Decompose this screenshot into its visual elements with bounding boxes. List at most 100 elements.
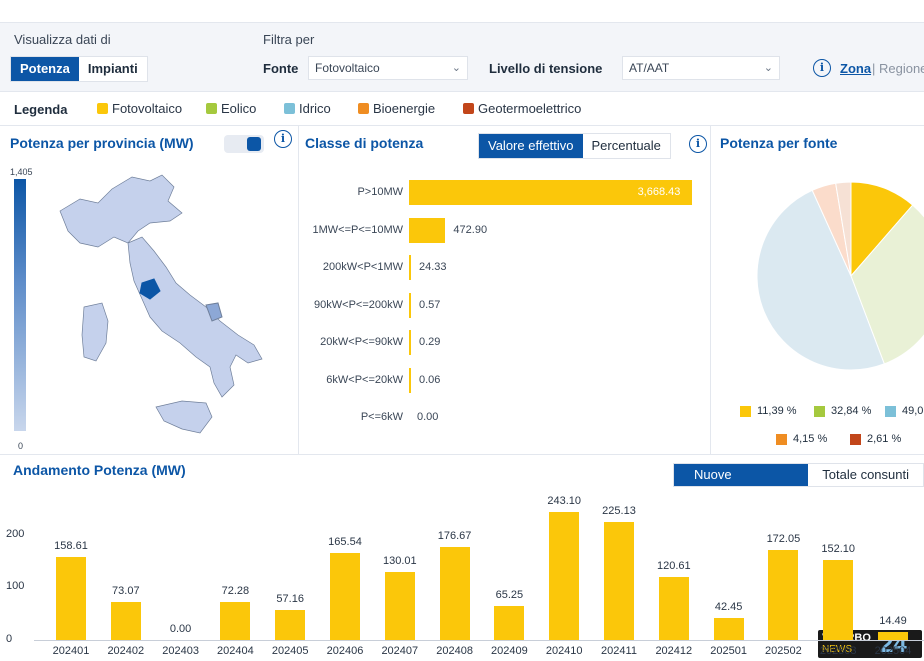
bar[interactable] [768,549,799,640]
bar[interactable] [604,521,634,640]
italy-map[interactable] [50,171,290,451]
filter-bar: Visualizza dati di Potenza Impianti Filt… [0,22,924,92]
x-tick-label: 202410 [545,645,583,657]
bar[interactable] [409,367,411,393]
info-icon[interactable]: i [274,130,292,148]
legend-label: Idrico [299,101,331,116]
fonte-pie-chart[interactable] [711,126,924,454]
y-tick-label: 0 [6,633,13,645]
x-tick-label: 202501 [710,645,747,657]
bar[interactable] [409,217,446,243]
tensione-label: Livello di tensione [489,61,603,76]
legend-label: Bioenergie [373,101,436,116]
chevron-down-icon: ⌄ [763,62,773,74]
bar[interactable] [549,512,580,640]
x-tick-label: 202402 [107,645,145,657]
map-region-sicily [155,400,213,434]
bar-value-label: 0.29 [419,336,441,348]
pie-slice[interactable] [835,181,852,277]
view-label: Visualizza dati di [14,32,111,47]
legend-item-bioenergie[interactable]: Bioenergie [358,101,435,116]
info-icon[interactable]: i [689,135,707,153]
trend-toggle: Nuove attivazioni Totale consunti [673,463,924,504]
map-panel: Potenza per provincia (MW) i 1,405 0 [0,126,299,454]
fonte-select[interactable]: Fotovoltaico ⌄ [308,56,468,80]
bar-value-label: 73.07 [112,584,140,597]
bar-value-label: 172.05 [766,532,801,545]
x-tick-label: 202409 [491,645,528,657]
bar-category-label: 90kW<P<=200kW [314,298,403,311]
tab-potenza[interactable]: Potenza [11,57,79,81]
bar[interactable] [384,571,415,640]
tab-valore-effettivo[interactable]: Valore effettivo [479,134,583,158]
pct-label: 2,61 % [867,433,902,445]
bar-value-label: 0.57 [419,298,441,311]
tab-totale-consuntivo[interactable]: Totale consunti [822,467,909,482]
bar[interactable] [823,560,854,640]
bar[interactable] [56,556,86,640]
map-highlight-roma [139,278,161,300]
bar[interactable] [275,609,306,640]
pie-legend-geotermoelettrico: 2,61 % [850,433,901,445]
color-swatch [206,103,217,114]
map-highlight-bari [205,302,223,322]
bar-category-label: 20kW<P<=90kW [320,336,403,348]
y-tick-label: 100 [6,580,25,593]
pct-label: 11,39 % [757,405,797,417]
legend-item-fotovoltaico[interactable]: Fotovoltaico [97,101,182,116]
trend-title: Andamento Potenza (MW) [13,462,186,478]
bar[interactable] [878,632,908,640]
bar-value-label: 243.10 [547,495,582,508]
bar[interactable] [330,552,360,640]
x-tick-label: 202407 [381,645,419,657]
bar-value-label: 225.13 [602,504,636,517]
x-axis-line [34,640,924,641]
bar-category-label: 1MW<=P<=10MW [312,223,403,236]
zona-link[interactable]: Zona [840,61,872,76]
bar[interactable] [658,576,689,640]
bar-value-label: 130.01 [382,554,417,567]
x-tick-label: 202405 [271,645,309,657]
regione-link[interactable]: | Regione [872,61,924,76]
map-toggle[interactable] [224,135,264,153]
pie-legend-bioenergie: 4,15 % [776,433,827,445]
bar[interactable] [220,601,251,640]
tab-nuove-attivazioni[interactable]: Nuove attivazioni [674,464,809,504]
bar-value-label: 0.06 [419,373,441,386]
legend-bar: Legenda Fotovoltaico Eolico Idrico Bioen… [0,92,924,126]
bar-category-label: 200kW<P<1MW [322,261,403,273]
bar[interactable] [409,255,411,280]
legend-item-eolico[interactable]: Eolico [206,101,256,116]
bar[interactable] [439,547,470,640]
pct-label: 49,0 [902,405,924,417]
pie-slice[interactable] [850,204,924,365]
bar[interactable] [409,292,411,318]
bar[interactable] [713,617,744,640]
bar-value-label: 176.67 [437,530,472,543]
tab-impianti[interactable]: Impianti [87,61,138,76]
legend-item-idrico[interactable]: Idrico [284,101,331,116]
color-swatch [814,405,825,417]
bar[interactable] [409,180,692,205]
bar-value-label: 72.28 [221,584,250,597]
info-icon[interactable]: i [813,59,831,77]
bar-category-label: P>10MW [357,186,403,198]
fonte-select-value: Fotovoltaico [315,61,380,75]
color-swatch [284,103,295,114]
pct-label: 32,84 % [831,405,872,417]
bar-value-label: 57.16 [276,592,304,605]
x-tick-label: 202412 [655,645,693,657]
bar[interactable] [409,330,411,355]
legend-item-geotermoelettrico[interactable]: Geotermoelettrico [463,101,581,116]
x-tick-label: 202504 [874,645,912,657]
tab-percentuale[interactable]: Percentuale [591,138,661,153]
toggle-knob [247,137,261,151]
bar[interactable] [494,605,525,640]
pie-slice[interactable] [756,189,885,371]
color-swatch [97,103,108,114]
pie-legend-eolico: 32,84 % [814,405,871,417]
bar[interactable] [110,601,141,640]
tensione-select[interactable]: AT/AAT ⌄ [622,56,780,80]
pie-slice[interactable] [850,181,914,278]
legend-title: Legenda [14,102,68,117]
